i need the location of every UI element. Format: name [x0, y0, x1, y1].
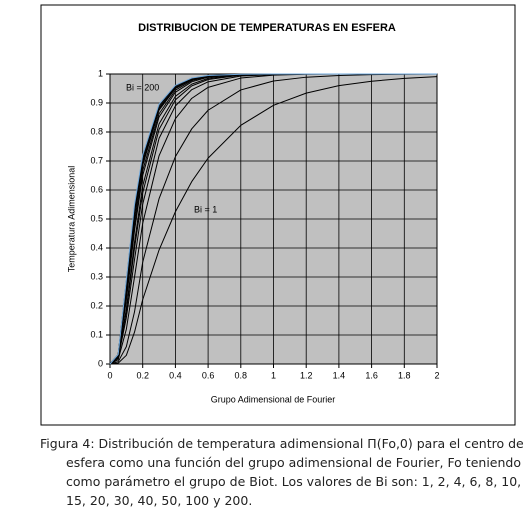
- x-axis-label: Grupo Adimensional de Fourier: [211, 394, 336, 404]
- x-tick-label: 0: [107, 370, 112, 380]
- chart-title: DISTRIBUCION DE TEMPERATURAS EN ESFERA: [138, 22, 396, 34]
- x-tick-label: 1.2: [300, 370, 313, 380]
- x-tick-label: 0.8: [235, 370, 248, 380]
- y-tick-label: 0.2: [90, 300, 103, 310]
- x-tick-label: 1.8: [398, 370, 411, 380]
- x-tick-label: 0.4: [169, 370, 182, 380]
- y-tick-label: 0.7: [90, 155, 103, 165]
- y-tick-label: 0.3: [90, 271, 103, 281]
- caption: Figura 4: Distribución de temperatura ad…: [40, 436, 524, 508]
- annotation: Bi = 1: [194, 204, 217, 214]
- curve: [109, 73, 438, 365]
- x-tick-label: 0.6: [202, 370, 215, 380]
- y-tick-label: 0.6: [90, 184, 103, 194]
- x-tick-label: 0.2: [136, 370, 149, 380]
- chart: DISTRIBUCION DE TEMPERATURAS EN ESFERA G…: [40, 4, 516, 426]
- y-tick-label: 0.4: [90, 242, 103, 252]
- y-tick-label: 1: [98, 68, 103, 78]
- y-tick-label: 0.9: [90, 97, 103, 107]
- curve: [109, 73, 437, 365]
- x-tick-label: 2: [434, 370, 439, 380]
- y-tick-label: 0.8: [90, 126, 103, 136]
- annotation: Bi = 200: [126, 82, 159, 92]
- x-tick-label: 1.4: [333, 370, 346, 380]
- y-tick-label: 0.5: [90, 213, 103, 223]
- x-tick-label: 1.6: [365, 370, 378, 380]
- y-axis-label: Temperatura Adimensional: [66, 166, 76, 273]
- y-tick-label: 0.1: [90, 329, 103, 339]
- y-tick-label: 0: [98, 358, 103, 368]
- curve: [109, 76, 438, 365]
- x-tick-label: 1: [271, 370, 276, 380]
